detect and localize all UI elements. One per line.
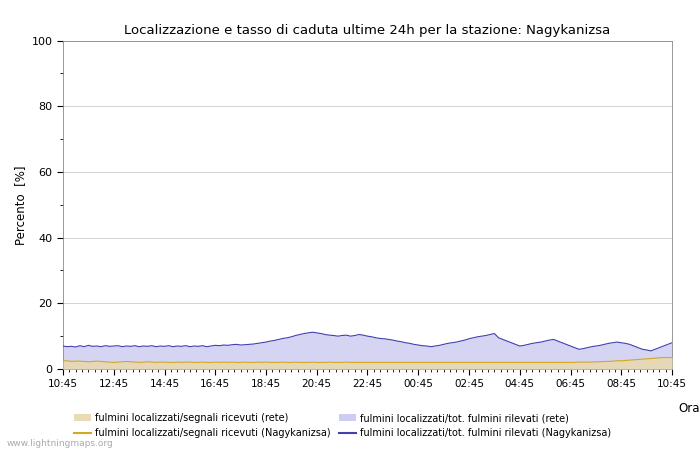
Title: Localizzazione e tasso di caduta ultime 24h per la stazione: Nagykanizsa: Localizzazione e tasso di caduta ultime … — [125, 23, 610, 36]
Legend: fulmini localizzati/segnali ricevuti (rete), fulmini localizzati/segnali ricevut: fulmini localizzati/segnali ricevuti (re… — [74, 413, 611, 438]
Text: www.lightningmaps.org: www.lightningmaps.org — [7, 439, 113, 448]
Text: Orario: Orario — [678, 402, 700, 415]
Y-axis label: Percento  [%]: Percento [%] — [15, 165, 27, 244]
